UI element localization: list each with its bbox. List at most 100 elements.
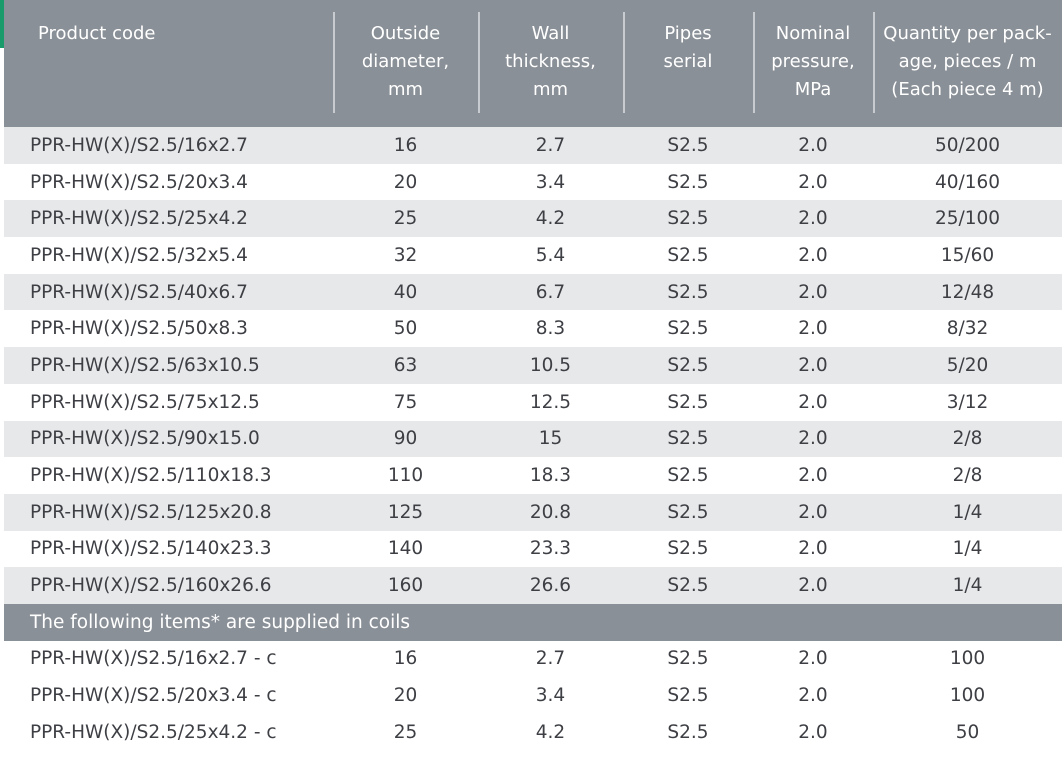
- cell-outside-diameter: 110: [333, 457, 478, 494]
- table-header: Product code Outside diameter, mm Wall t…: [4, 0, 1062, 127]
- cell-pipes-serial: S2.5: [623, 640, 753, 678]
- table-row: PPR-HW(X)/S2.5/125x20.8 125 20.8 S2.5 2.…: [4, 493, 1062, 531]
- cell-wall-thickness: 12.5: [478, 383, 623, 421]
- cell-nominal-pressure: 2.0: [753, 237, 873, 274]
- cell-outside-diameter: 90: [333, 420, 478, 458]
- cell-outside-diameter: 75: [333, 383, 478, 421]
- cell-product-code: PPR-HW(X)/S2.5/140x23.3: [4, 530, 333, 568]
- column-divider: [333, 12, 335, 113]
- header-product-code: Product code: [4, 0, 333, 127]
- cell-outside-diameter: 140: [333, 530, 478, 568]
- cell-pipes-serial: S2.5: [623, 567, 753, 604]
- cell-outside-diameter: 63: [333, 347, 478, 384]
- cell-pipes-serial: S2.5: [623, 200, 753, 238]
- cell-quantity: 1/4: [873, 493, 1062, 531]
- table-row: PPR-HW(X)/S2.5/110x18.3 110 18.3 S2.5 2.…: [4, 457, 1062, 494]
- cell-outside-diameter: 125: [333, 493, 478, 531]
- cell-pipes-serial: S2.5: [623, 127, 753, 164]
- table-row: PPR-HW(X)/S2.5/32x5.4 32 5.4 S2.5 2.0 15…: [4, 237, 1062, 274]
- cell-quantity: 5/20: [873, 347, 1062, 384]
- cell-pipes-serial: S2.5: [623, 677, 753, 714]
- column-divider: [753, 12, 755, 113]
- cell-outside-diameter: 40: [333, 273, 478, 311]
- cell-product-code: PPR-HW(X)/S2.5/20x3.4 - c: [4, 677, 333, 714]
- cell-nominal-pressure: 2.0: [753, 493, 873, 531]
- cell-quantity: 1/4: [873, 530, 1062, 568]
- table-row: PPR-HW(X)/S2.5/20x3.4 20 3.4 S2.5 2.0 40…: [4, 163, 1062, 201]
- header-wall-thickness: Wall thickness, mm: [478, 0, 623, 127]
- cell-outside-diameter: 25: [333, 714, 478, 751]
- cell-product-code: PPR-HW(X)/S2.5/110x18.3: [4, 457, 333, 494]
- table-row: PPR-HW(X)/S2.5/20x3.4 - c 20 3.4 S2.5 2.…: [4, 677, 1062, 714]
- cell-wall-thickness: 15: [478, 420, 623, 458]
- coil-section-row: The following items* are supplied in coi…: [4, 603, 1062, 641]
- cell-nominal-pressure: 2.0: [753, 310, 873, 348]
- cell-outside-diameter: 32: [333, 237, 478, 274]
- cell-product-code: PPR-HW(X)/S2.5/160x26.6: [4, 567, 333, 604]
- coil-section-label: The following items* are supplied in coi…: [4, 603, 1062, 641]
- table-row: PPR-HW(X)/S2.5/75x12.5 75 12.5 S2.5 2.0 …: [4, 383, 1062, 421]
- table-row: PPR-HW(X)/S2.5/90x15.0 90 15 S2.5 2.0 2/…: [4, 420, 1062, 458]
- header-pipes-serial: Pipes serial: [623, 0, 753, 127]
- table-row: PPR-HW(X)/S2.5/16x2.7 - c 16 2.7 S2.5 2.…: [4, 640, 1062, 678]
- cell-outside-diameter: 16: [333, 640, 478, 678]
- cell-product-code: PPR-HW(X)/S2.5/40x6.7: [4, 273, 333, 311]
- table-row: PPR-HW(X)/S2.5/16x2.7 16 2.7 S2.5 2.0 50…: [4, 127, 1062, 164]
- cell-wall-thickness: 8.3: [478, 310, 623, 348]
- cell-wall-thickness: 4.2: [478, 200, 623, 238]
- cell-nominal-pressure: 2.0: [753, 273, 873, 311]
- cell-product-code: PPR-HW(X)/S2.5/25x4.2: [4, 200, 333, 238]
- cell-quantity: 8/32: [873, 310, 1062, 348]
- cell-nominal-pressure: 2.0: [753, 457, 873, 494]
- cell-nominal-pressure: 2.0: [753, 530, 873, 568]
- cell-quantity: 2/8: [873, 420, 1062, 458]
- cell-wall-thickness: 5.4: [478, 237, 623, 274]
- table-row: PPR-HW(X)/S2.5/50x8.3 50 8.3 S2.5 2.0 8/…: [4, 310, 1062, 348]
- cell-nominal-pressure: 2.0: [753, 677, 873, 714]
- cell-wall-thickness: 26.6: [478, 567, 623, 604]
- cell-quantity: 3/12: [873, 383, 1062, 421]
- cell-outside-diameter: 16: [333, 127, 478, 164]
- table-row: PPR-HW(X)/S2.5/63x10.5 63 10.5 S2.5 2.0 …: [4, 347, 1062, 384]
- cell-product-code: PPR-HW(X)/S2.5/32x5.4: [4, 237, 333, 274]
- cell-wall-thickness: 23.3: [478, 530, 623, 568]
- cell-product-code: PPR-HW(X)/S2.5/16x2.7 - c: [4, 640, 333, 678]
- cell-wall-thickness: 18.3: [478, 457, 623, 494]
- header-quantity: Quantity per pack- age, pieces / m (Each…: [873, 0, 1062, 127]
- cell-product-code: PPR-HW(X)/S2.5/16x2.7: [4, 127, 333, 164]
- cell-outside-diameter: 160: [333, 567, 478, 604]
- cell-quantity: 25/100: [873, 200, 1062, 238]
- cell-quantity: 40/160: [873, 163, 1062, 201]
- cell-quantity: 12/48: [873, 273, 1062, 311]
- cell-product-code: PPR-HW(X)/S2.5/20x3.4: [4, 163, 333, 201]
- cell-quantity: 50: [873, 714, 1062, 751]
- cell-pipes-serial: S2.5: [623, 714, 753, 751]
- table-row: PPR-HW(X)/S2.5/25x4.2 - c 25 4.2 S2.5 2.…: [4, 714, 1062, 751]
- cell-pipes-serial: S2.5: [623, 493, 753, 531]
- header-outside-diameter: Outside diameter, mm: [333, 0, 478, 127]
- product-spec-table: Product code Outside diameter, mm Wall t…: [4, 0, 1062, 751]
- header-nominal-pressure: Nominal pressure, MPa: [753, 0, 873, 127]
- table-body: PPR-HW(X)/S2.5/16x2.7 16 2.7 S2.5 2.0 50…: [4, 127, 1062, 751]
- cell-outside-diameter: 20: [333, 163, 478, 201]
- cell-quantity: 100: [873, 640, 1062, 678]
- column-divider: [873, 12, 875, 113]
- cell-quantity: 100: [873, 677, 1062, 714]
- cell-wall-thickness: 20.8: [478, 493, 623, 531]
- cell-pipes-serial: S2.5: [623, 530, 753, 568]
- cell-outside-diameter: 25: [333, 200, 478, 238]
- cell-product-code: PPR-HW(X)/S2.5/90x15.0: [4, 420, 333, 458]
- cell-quantity: 15/60: [873, 237, 1062, 274]
- cell-product-code: PPR-HW(X)/S2.5/125x20.8: [4, 493, 333, 531]
- cell-pipes-serial: S2.5: [623, 310, 753, 348]
- cell-nominal-pressure: 2.0: [753, 420, 873, 458]
- cell-pipes-serial: S2.5: [623, 163, 753, 201]
- cell-quantity: 50/200: [873, 127, 1062, 164]
- table-row: PPR-HW(X)/S2.5/25x4.2 25 4.2 S2.5 2.0 25…: [4, 200, 1062, 238]
- cell-nominal-pressure: 2.0: [753, 163, 873, 201]
- cell-wall-thickness: 10.5: [478, 347, 623, 384]
- cell-product-code: PPR-HW(X)/S2.5/75x12.5: [4, 383, 333, 421]
- column-divider: [623, 12, 625, 113]
- column-divider: [478, 12, 480, 113]
- cell-wall-thickness: 4.2: [478, 714, 623, 751]
